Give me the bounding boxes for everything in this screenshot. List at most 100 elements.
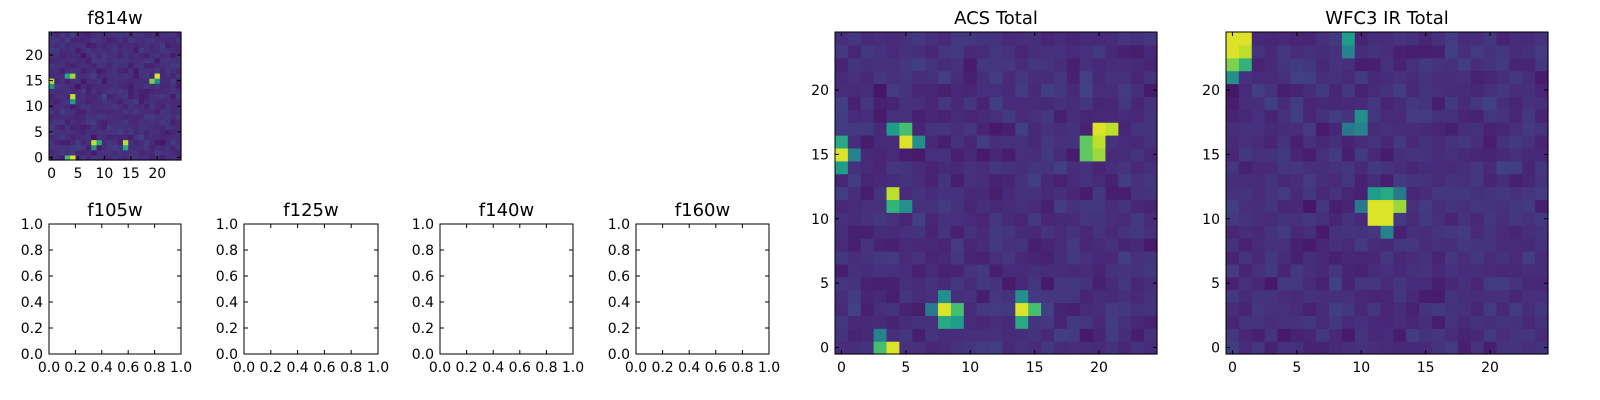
heatmap-cell	[1509, 276, 1523, 291]
heatmap-cell	[1144, 315, 1158, 329]
heatmap-cell	[112, 139, 119, 146]
heatmap-cell	[117, 78, 124, 84]
heatmap-cell	[873, 173, 888, 188]
heatmap-cell	[1303, 276, 1317, 291]
heatmap-cell	[1092, 276, 1107, 291]
heatmap-cell	[1432, 238, 1446, 252]
heatmap-cell	[159, 134, 166, 141]
heatmap-cell	[170, 139, 177, 146]
heatmap-cell	[912, 199, 926, 213]
heatmap-cell	[1015, 199, 1029, 213]
heatmap-cell	[91, 149, 98, 156]
heatmap-cell	[149, 139, 156, 146]
heatmap-cell	[1053, 70, 1068, 85]
heatmap-cell	[1079, 289, 1094, 304]
panel-title: ACS Total	[954, 8, 1038, 29]
heatmap-cell	[80, 32, 87, 38]
heatmap-cell	[1354, 199, 1369, 213]
heatmap-cell	[59, 124, 66, 130]
heatmap-cell	[1105, 341, 1119, 355]
heatmap-cell	[1251, 328, 1266, 342]
heatmap-cell	[976, 147, 991, 162]
heatmap-cell	[154, 57, 161, 64]
heatmap-cell	[950, 173, 965, 188]
heatmap-cell	[835, 263, 849, 278]
heatmap-cell	[1264, 328, 1279, 342]
heatmap-cell	[1079, 83, 1094, 97]
heatmap-cell	[1522, 173, 1536, 188]
heatmap-cell	[886, 70, 900, 85]
heatmap-cell	[912, 96, 926, 110]
heatmap-cell	[1041, 96, 1055, 110]
heatmap-cell	[1290, 70, 1304, 85]
heatmap-cell	[1380, 173, 1395, 188]
heatmap-cell	[133, 42, 140, 48]
heatmap-cell	[1226, 250, 1240, 265]
heatmap-cell	[1406, 186, 1420, 201]
heatmap-cell	[133, 129, 140, 135]
heatmap-cell	[1053, 44, 1068, 59]
y-tick-label: 0.6	[412, 269, 434, 285]
heatmap-cell	[1393, 212, 1407, 226]
heatmap-cell	[847, 250, 862, 265]
heatmap-cell	[91, 113, 98, 120]
heatmap-cell	[85, 57, 92, 64]
heatmap-cell	[154, 134, 161, 141]
heatmap-cell	[117, 32, 124, 38]
heatmap-cell	[950, 70, 965, 85]
heatmap-cell	[1535, 147, 1549, 162]
heatmap-cell	[101, 108, 108, 115]
heatmap-cell	[159, 103, 166, 110]
heatmap-cell	[165, 32, 172, 38]
heatmap-cell	[144, 37, 150, 43]
heatmap-cell	[165, 72, 172, 79]
heatmap-cell	[138, 42, 145, 48]
heatmap-cell	[1496, 276, 1510, 291]
heatmap-cell	[963, 199, 978, 213]
heatmap-cell	[101, 113, 108, 120]
heatmap-cell	[976, 109, 991, 123]
heatmap-cell	[1092, 328, 1107, 342]
heatmap-cell	[860, 238, 875, 252]
heatmap-cell	[80, 37, 87, 43]
heatmap-cell	[1015, 96, 1029, 110]
heatmap-cell	[1470, 341, 1485, 355]
heatmap-cell	[938, 70, 952, 85]
heatmap-cell	[138, 149, 145, 156]
heatmap-cell	[1393, 302, 1407, 316]
heatmap-cell	[1354, 96, 1369, 110]
heatmap-cell	[122, 113, 129, 120]
heatmap-cell	[1457, 263, 1472, 278]
heatmap-cell	[1522, 147, 1536, 162]
heatmap-cell	[80, 134, 87, 141]
heatmap-cell	[1144, 263, 1158, 278]
heatmap-cell	[1393, 160, 1407, 175]
heatmap-cell	[1092, 302, 1107, 316]
heatmap-cell	[976, 212, 991, 226]
heatmap-cell	[1092, 315, 1107, 329]
heatmap-cell	[91, 129, 98, 135]
heatmap-cell	[1131, 32, 1145, 46]
heatmap-cell	[107, 57, 113, 64]
heatmap-cell	[847, 238, 862, 252]
heatmap-cell	[1226, 96, 1240, 110]
heatmap-cell	[1535, 225, 1549, 239]
heatmap-cell	[149, 103, 156, 110]
heatmap-cell	[54, 154, 61, 161]
heatmap-cell	[85, 52, 92, 59]
heatmap-cell	[75, 144, 82, 151]
heatmap-cell	[1092, 238, 1107, 252]
heatmap-cell	[950, 122, 965, 136]
heatmap-cell	[912, 341, 926, 355]
panel-title: f125w	[283, 200, 338, 221]
heatmap-cell	[1002, 263, 1016, 278]
heatmap-cell	[1483, 302, 1498, 316]
heatmap-cell	[1535, 250, 1549, 265]
heatmap-cell	[1002, 32, 1016, 46]
heatmap-cell	[1354, 250, 1369, 265]
heatmap-cell	[154, 113, 161, 120]
heatmap-cell	[101, 88, 108, 95]
heatmap-cell	[1341, 173, 1356, 188]
heatmap-cell	[96, 57, 103, 64]
heatmap-cell	[1066, 32, 1081, 46]
